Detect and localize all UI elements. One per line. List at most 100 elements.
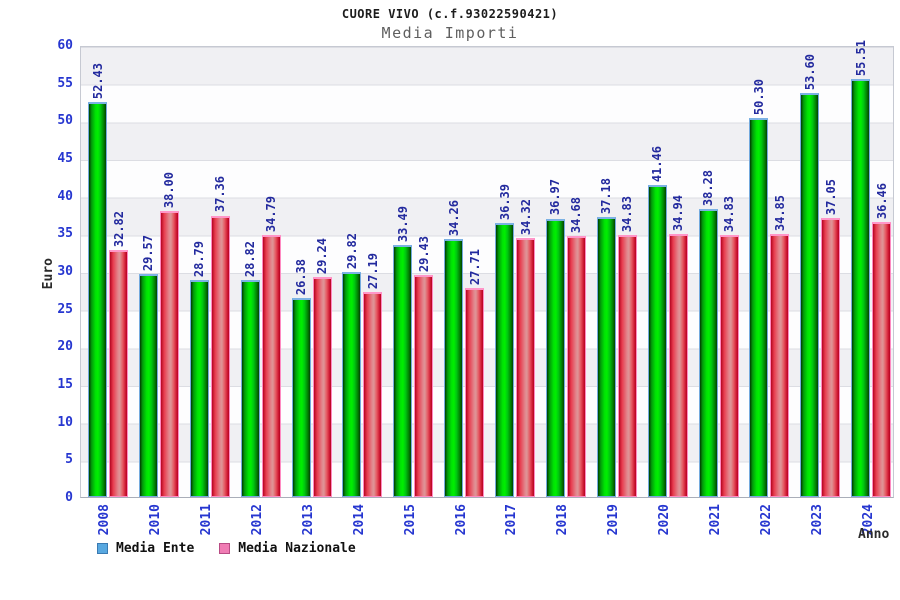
bar-value-label: 29.24 — [315, 237, 329, 274]
legend-item-media-ente: Media Ente — [97, 541, 194, 556]
x-tick-label: 2013 — [300, 504, 316, 536]
bar-group-2013: 26.38 29.24 — [285, 47, 336, 497]
x-tick-label: 2016 — [453, 504, 469, 536]
bar-group-2024: 55.51 36.46 — [844, 40, 895, 497]
bar-value-label: 34.79 — [264, 195, 279, 232]
bar-value-label: 36.46 — [874, 183, 889, 220]
bar-value-label: 53.60 — [802, 54, 817, 91]
legend-swatch-pink-icon — [219, 543, 231, 554]
bar-value-label: 29.57 — [141, 235, 156, 272]
bar-group-2023: 53.60 37.05 — [793, 47, 844, 497]
x-tick-label: 2008 — [97, 504, 113, 536]
bar-green-2016 — [444, 238, 464, 497]
x-tick-label: 2017 — [504, 504, 520, 536]
bar-value-label: 37.36 — [213, 176, 228, 213]
bar-value-label: 32.82 — [111, 210, 126, 247]
bar-value-label: 34.85 — [772, 195, 787, 232]
bar-red-2010 — [159, 210, 179, 497]
bar-red-2022 — [770, 234, 790, 497]
bar-red-2011 — [210, 215, 230, 497]
bar-group-2011: 28.79 37.36 — [183, 47, 234, 497]
bar-red-2021 — [719, 234, 739, 497]
bar-group-2016: 34.26 27.71 — [437, 47, 488, 497]
x-tick-label: 2014 — [351, 504, 367, 536]
x-axis-title: Anno — [858, 527, 890, 542]
bar-value-label: 34.26 — [446, 199, 461, 236]
bar-green-2023 — [800, 93, 820, 497]
bar-value-label: 34.94 — [671, 194, 686, 231]
bar-red-2020 — [668, 233, 688, 497]
bar-red-2008 — [109, 249, 128, 497]
bar-value-label: 34.32 — [518, 199, 533, 236]
bar-red-2012 — [261, 234, 281, 497]
bar-green-2022 — [749, 118, 769, 497]
bar-green-2013 — [291, 298, 311, 497]
bar-green-2018 — [545, 218, 565, 497]
bar-green-2024 — [851, 78, 871, 497]
legend: Media Ente Media Nazionale — [97, 541, 381, 556]
bar-group-2010: 29.57 38.00 — [132, 47, 183, 497]
y-tick-label: 0 — [65, 490, 73, 505]
bar-green-2017 — [495, 222, 514, 497]
bar-green-2008 — [88, 102, 107, 497]
y-tick-label: 30 — [57, 264, 73, 279]
bar-value-label: 28.79 — [192, 241, 207, 278]
legend-item-media-nazionale: Media Nazionale — [219, 541, 356, 556]
chart-subtitle: Media Importi — [381, 24, 519, 42]
bar-value-label: 52.43 — [90, 62, 105, 100]
bar-red-2018 — [566, 235, 586, 497]
y-tick-label: 20 — [57, 339, 73, 355]
bar-group-2022: 50.30 34.85 — [742, 47, 793, 497]
bar-value-label: 34.68 — [569, 196, 584, 233]
bar-red-2017 — [516, 238, 535, 497]
x-tick-label: 2019 — [606, 504, 622, 536]
bar-value-label: 38.28 — [701, 169, 715, 206]
legend-label: Media Nazionale — [238, 541, 356, 556]
x-tick-label: 2011 — [199, 504, 215, 536]
bar-green-2015 — [393, 244, 413, 497]
bar-value-label: 36.97 — [548, 179, 563, 216]
y-tick-label: 50 — [57, 113, 73, 129]
bar-green-2019 — [596, 216, 616, 497]
bar-green-2021 — [698, 208, 718, 497]
bar-value-label: 37.05 — [823, 178, 838, 215]
y-tick-label: 55 — [57, 75, 73, 91]
bar-value-label: 27.71 — [467, 249, 482, 286]
x-tick-label: 2020 — [657, 504, 673, 536]
bar-group-2020: 41.46 34.94 — [641, 47, 692, 497]
chart-title: CUORE VIVO (c.f.93022590421) — [341, 7, 559, 21]
bar-red-2024 — [872, 222, 892, 497]
y-tick-label: 5 — [65, 452, 73, 468]
bar-group-2014: 29.82 27.19 — [335, 47, 386, 497]
bar-group-2021: 38.28 34.83 — [692, 47, 743, 497]
y-tick-label: 40 — [57, 188, 73, 204]
y-tick-label: 10 — [57, 414, 73, 430]
bar-group-2008: 52.43 32.82 — [81, 47, 132, 497]
bar-value-label: 29.82 — [344, 233, 359, 270]
bar-red-2013 — [312, 276, 332, 497]
bar-group-2017: 36.39 34.32 — [488, 47, 539, 497]
bar-green-2020 — [647, 184, 667, 497]
bar-value-label: 28.82 — [243, 240, 258, 277]
bar-red-2019 — [617, 234, 637, 497]
bar-value-label: 34.83 — [722, 195, 736, 232]
bar-value-label: 38.00 — [162, 171, 177, 208]
legend-swatch-blue-icon — [97, 543, 108, 554]
bar-group-2018: 36.97 34.68 — [539, 47, 590, 497]
bar-value-label: 50.30 — [751, 78, 766, 116]
bar-red-2016 — [465, 288, 485, 497]
x-tick-label: 2012 — [250, 504, 266, 536]
plot-area: 52.43 32.82 29.57 38.00 28.79 37.36 28.82 34.79… — [80, 40, 895, 498]
bar-value-label: 33.49 — [395, 205, 410, 242]
bar-value-label: 34.83 — [620, 195, 635, 232]
bar-group-2012: 28.82 34.79 — [234, 47, 285, 497]
bar-value-label: 26.38 — [294, 259, 308, 296]
bar-green-2010 — [138, 274, 158, 497]
bar-red-2015 — [414, 275, 434, 497]
x-tick-label: 2021 — [707, 504, 723, 536]
x-tick-label: 2023 — [809, 504, 825, 536]
x-tick-label: 2010 — [148, 504, 164, 536]
bar-red-2014 — [363, 292, 383, 497]
bar-value-label: 41.46 — [650, 145, 665, 182]
